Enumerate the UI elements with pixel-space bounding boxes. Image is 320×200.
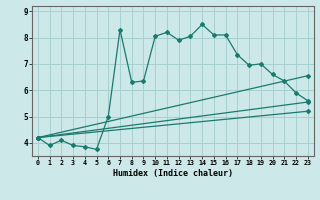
X-axis label: Humidex (Indice chaleur): Humidex (Indice chaleur) <box>113 169 233 178</box>
